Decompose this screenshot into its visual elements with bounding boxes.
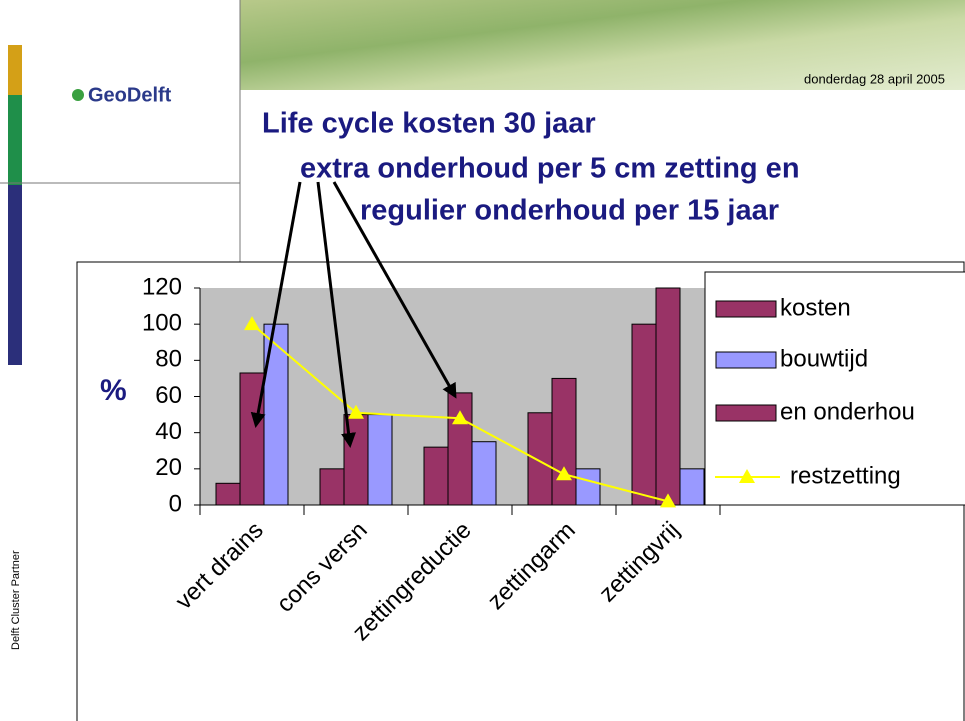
bar — [679, 468, 705, 506]
legend-label: kosten — [780, 294, 851, 321]
banner — [240, 0, 965, 90]
legend-swatch — [715, 404, 777, 422]
legend-label: en onderhou — [780, 398, 915, 425]
line-marker — [556, 466, 572, 481]
date: donderdag 28 april 2005 — [804, 71, 945, 86]
side-bar-green — [8, 95, 22, 185]
arrow — [250, 181, 302, 428]
logo-icon — [72, 89, 84, 101]
y-tick-label: 20 — [155, 454, 182, 481]
title: extra onderhoud per 5 cm zetting en — [300, 153, 800, 185]
side-bar-yellow — [8, 45, 22, 95]
bar — [239, 372, 265, 506]
legend-label: restzetting — [790, 462, 901, 489]
bar — [447, 392, 473, 506]
y-tick-label: 0 — [169, 490, 182, 517]
side-bar-blue — [8, 185, 22, 365]
bar — [263, 323, 289, 506]
bar — [215, 482, 241, 506]
logo: GeoDelft — [88, 84, 172, 106]
title: Life cycle kosten 30 jaar — [262, 108, 596, 140]
bar — [575, 468, 601, 506]
bar — [423, 446, 449, 506]
y-axis-label: % — [100, 374, 127, 407]
bar — [319, 468, 345, 506]
arrow — [332, 181, 457, 399]
y-tick-label: 100 — [142, 310, 182, 337]
bar — [527, 412, 553, 506]
legend-label: bouwtijd — [780, 345, 868, 372]
legend-swatch — [715, 351, 777, 369]
bar — [655, 287, 681, 506]
arrow — [316, 181, 356, 448]
legend-swatch — [739, 469, 755, 483]
line-marker — [660, 493, 676, 508]
legend-swatch — [715, 300, 777, 318]
line-marker — [348, 404, 364, 419]
title: regulier onderhoud per 15 jaar — [360, 195, 779, 227]
bar — [471, 441, 497, 506]
side-label: Delft Cluster Partner — [10, 550, 22, 650]
y-tick-label: 60 — [155, 382, 182, 409]
bar — [551, 377, 577, 506]
y-tick-label: 40 — [155, 418, 182, 445]
line-marker — [244, 316, 260, 331]
line-marker — [452, 410, 468, 425]
y-tick-label: 120 — [142, 273, 182, 300]
bar — [631, 323, 657, 506]
y-tick-label: 80 — [155, 346, 182, 373]
bar — [367, 414, 393, 506]
